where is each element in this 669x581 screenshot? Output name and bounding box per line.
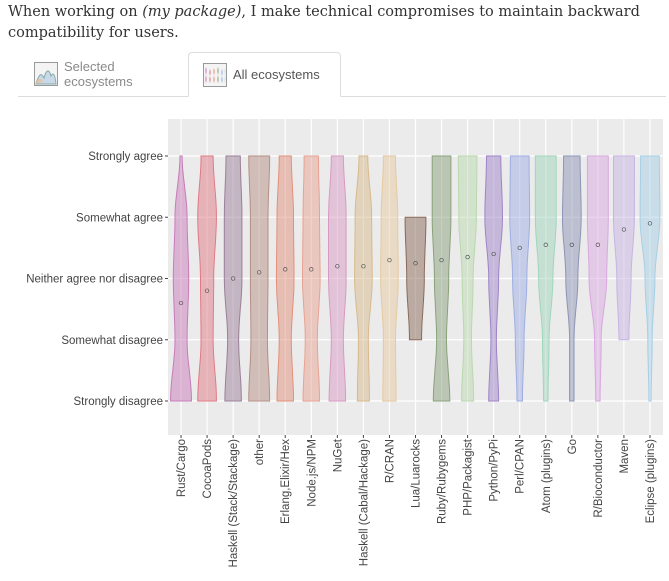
violin-17 — [586, 155, 609, 402]
x-tick-label: Node.js/NPM — [306, 439, 318, 507]
x-tick-label: R/CRAN — [384, 439, 396, 483]
tab-selected-ecosystems[interactable]: Selected ecosystems — [20, 52, 188, 95]
mean-point — [517, 245, 522, 251]
multi-violin-thumbnail-icon — [203, 62, 227, 87]
x-tick-label: Rust/Cargo — [176, 439, 188, 497]
mean-point — [178, 300, 184, 306]
x-tick-label: other — [254, 439, 266, 465]
x-tick-label: Haskell (Stack/Stackage) — [228, 439, 240, 568]
violin-4 — [248, 155, 271, 402]
mean-point — [413, 261, 418, 266]
x-tick-label: Lua/Luarocks — [411, 439, 423, 508]
tab-selected-ecosystems-label: Selected ecosystems — [64, 58, 133, 89]
mean-point — [465, 254, 470, 260]
y-tick-label: Somewhat disagree — [61, 335, 163, 347]
x-tick-label: Go — [567, 439, 579, 454]
violin-18 — [613, 155, 635, 341]
x-tick-label: Eclipse (plugins) — [645, 439, 657, 524]
x-tick-label: Haskell (Cabal/Hackage) — [358, 439, 370, 566]
violin-chart: Strongly disagree Somewhat disagree Neithe… — [26, 119, 663, 568]
x-tick-label: Ruby/Rubygems — [437, 439, 449, 524]
x-tick-label: R/Bioconductor — [593, 439, 605, 518]
violin-2 — [197, 155, 217, 402]
x-tick-label: NuGet — [332, 438, 344, 472]
violin-19 — [639, 155, 661, 402]
mean-point — [647, 221, 653, 226]
y-tick-label: Strongly agree — [88, 151, 163, 163]
violin-11 — [431, 155, 452, 402]
violin-10 — [404, 216, 427, 341]
violin-5 — [275, 155, 295, 402]
violin-15 — [534, 155, 557, 402]
mean-point — [230, 276, 236, 281]
mean-point — [257, 270, 262, 275]
violin-6 — [302, 155, 321, 402]
mean-point — [204, 288, 210, 293]
violin-1 — [170, 155, 193, 402]
x-tick-label: Maven — [619, 439, 631, 474]
violin-7 — [328, 155, 347, 402]
mean-point — [335, 264, 340, 269]
violin-13 — [484, 155, 504, 402]
mean-point — [569, 242, 574, 247]
mean-point — [543, 242, 548, 247]
y-tick-label: Strongly disagree — [74, 396, 164, 408]
violin-12 — [457, 155, 478, 402]
tab-all-ecosystems-label: All ecosystems — [233, 67, 320, 82]
violin-thumbnail-icon — [34, 61, 58, 86]
mean-point — [361, 264, 366, 269]
question-suffix: , I make technical compromises to mainta… — [8, 4, 640, 41]
question-package: (my package) — [142, 4, 242, 20]
violin-14 — [509, 155, 531, 402]
mean-point — [595, 242, 601, 247]
mean-point — [439, 257, 444, 263]
x-tick-label: CocoaPods — [202, 439, 214, 499]
x-tick-label: Atom (plugins) — [541, 439, 553, 513]
question-text: When working on (my package), I make tec… — [8, 2, 668, 44]
mean-point — [491, 251, 496, 257]
violin-16 — [562, 155, 582, 402]
x-tick-label: Erlang,Elixir/Hex — [280, 439, 292, 524]
mean-point — [387, 257, 392, 263]
question-prefix: When working on — [8, 4, 143, 20]
violin-3 — [223, 155, 243, 402]
x-tick-label: Perl/CPAN — [515, 439, 527, 494]
x-tick-label: Python/PyPi — [489, 439, 501, 502]
ecosystem-tabs: Selected ecosystems All ecosystems — [18, 52, 666, 97]
mean-point — [309, 267, 314, 272]
x-tick-label: PHP/Packagist — [463, 438, 475, 516]
mean-point — [283, 267, 288, 272]
tab-all-ecosystems[interactable]: All ecosystems — [188, 52, 341, 97]
y-tick-label: Somewhat agree — [76, 212, 163, 224]
mean-point — [621, 227, 627, 232]
y-tick-label: Neither agree nor disagree — [26, 274, 163, 286]
violin-8 — [354, 155, 373, 402]
violin-9 — [380, 155, 399, 402]
